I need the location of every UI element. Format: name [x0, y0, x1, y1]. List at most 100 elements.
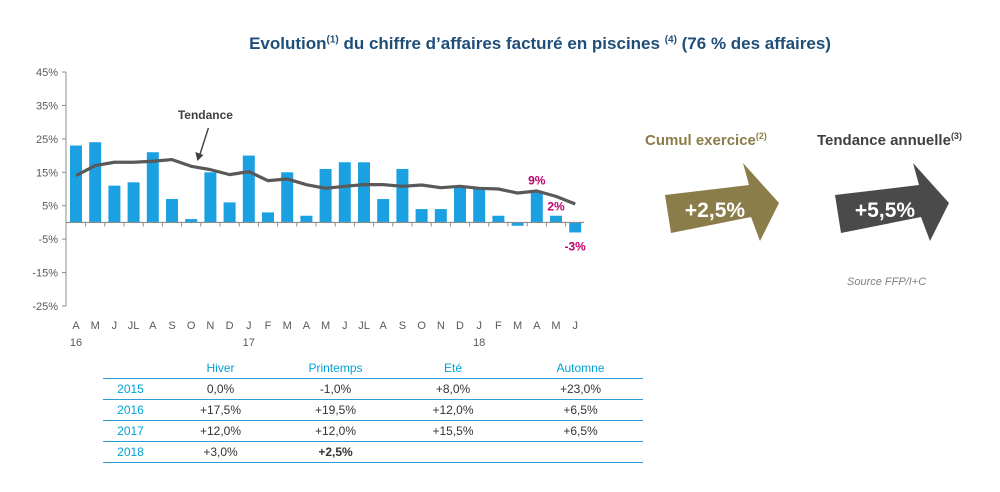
- bar: [262, 212, 274, 223]
- x-tick-label: S: [168, 320, 175, 332]
- bar: [166, 199, 178, 223]
- bar: [204, 172, 217, 223]
- cumul-exercice-label: Cumul exercice(2): [645, 131, 767, 149]
- x-tick-label: M: [91, 320, 100, 332]
- x-tick-label: D: [226, 320, 234, 332]
- x-tick-label: A: [303, 320, 311, 332]
- cell-printemps: +2,5%: [283, 441, 388, 463]
- tendance-annuelle-label: Tendance annuelle(3): [817, 131, 962, 149]
- bar: [550, 215, 562, 223]
- x-tick-label: A: [149, 320, 157, 332]
- source-note: Source FFP/I+C: [847, 276, 927, 288]
- cell-automne: [518, 441, 643, 463]
- cell-printemps: -1,0%: [283, 378, 388, 400]
- header-printemps: Printemps: [308, 361, 363, 375]
- bar: [300, 215, 313, 223]
- x-tick-label: JL: [358, 320, 370, 332]
- bar: [146, 152, 159, 223]
- bar: [89, 142, 102, 223]
- value-annotation: 2%: [547, 200, 565, 214]
- bar: [473, 189, 486, 223]
- cumul-arrow-icon: +2,5%: [665, 163, 779, 241]
- cell-printemps: +12,0%: [283, 420, 388, 442]
- y-tick-label: -15%: [32, 268, 58, 280]
- bar: [281, 172, 294, 223]
- cell-ete: +12,0%: [388, 399, 518, 421]
- bar: [377, 199, 390, 223]
- cell-ete: [388, 441, 518, 463]
- bar: [358, 162, 370, 223]
- y-tick-label: 25%: [36, 134, 58, 146]
- bar: [319, 168, 332, 223]
- table-row: 2015 0,0% -1,0% +8,0% +23,0%: [103, 378, 643, 400]
- x-tick-label: F: [265, 320, 272, 332]
- cell-hiver: 0,0%: [158, 378, 283, 400]
- bar: [185, 219, 198, 223]
- y-tick-label: -5%: [38, 234, 58, 246]
- tendance-value: +5,5%: [855, 199, 915, 222]
- x-tick-label: D: [456, 320, 464, 332]
- bar: [223, 202, 236, 223]
- value-annotation: 9%: [528, 173, 546, 187]
- row-year: 2016: [103, 399, 158, 421]
- y-tick-label: 35%: [36, 100, 58, 112]
- cell-hiver: +3,0%: [158, 441, 283, 463]
- x-tick-label: A: [380, 320, 388, 332]
- row-year: 2015: [103, 378, 158, 400]
- x-tick-label: N: [206, 320, 214, 332]
- x-tick-label: F: [495, 320, 502, 332]
- bar: [415, 209, 428, 223]
- cell-automne: +6,5%: [518, 420, 643, 442]
- bar: [569, 222, 582, 233]
- x-tick-label: M: [283, 320, 292, 332]
- table-row: 2016 +17,5% +19,5% +12,0% +6,5%: [103, 399, 643, 421]
- cell-hiver: +17,5%: [158, 399, 283, 421]
- x-tick-label: A: [533, 320, 541, 332]
- cell-hiver: +12,0%: [158, 420, 283, 442]
- bar: [108, 185, 121, 223]
- header-year: [103, 358, 158, 379]
- cell-automne: +6,5%: [518, 399, 643, 421]
- x-year-label: 17: [243, 337, 255, 349]
- table-row: 2017 +12,0% +12,0% +15,5% +6,5%: [103, 420, 643, 442]
- x-year-label: 18: [473, 337, 485, 349]
- header-ete: Eté: [443, 361, 462, 375]
- bar: [396, 168, 409, 223]
- bar: [338, 162, 351, 223]
- x-tick-label: O: [187, 320, 196, 332]
- x-tick-label: J: [572, 320, 578, 332]
- y-tick-label: 5%: [42, 201, 58, 213]
- tendance-annotation: Tendance: [178, 108, 233, 122]
- tendance-arrow-icon: +5,5%: [835, 163, 949, 241]
- cell-ete: +15,5%: [388, 420, 518, 442]
- cell-ete: +8,0%: [388, 378, 518, 400]
- bar-chart: -25%-15%-5%5%15%25%35%45%A M J JL A S O N D J F M A M…: [32, 67, 587, 349]
- x-tick-label: S: [399, 320, 406, 332]
- x-year-label: 16: [70, 337, 82, 349]
- x-tick-label: N: [437, 320, 445, 332]
- header-automne: Automne: [556, 361, 605, 375]
- y-tick-label: 15%: [36, 167, 58, 179]
- bar: [454, 185, 466, 223]
- tendance-pointer: [198, 127, 210, 157]
- x-tick-label: O: [417, 320, 426, 332]
- row-year: 2018: [103, 441, 158, 463]
- row-year: 2017: [103, 420, 158, 442]
- bar: [511, 222, 524, 226]
- x-tick-label: J: [112, 320, 118, 332]
- cumul-value: +2,5%: [685, 199, 745, 222]
- value-annotation: -3%: [565, 239, 587, 253]
- seasonal-table: Hiver Printemps Eté Automne 2015 0,0% -1…: [103, 358, 643, 463]
- cell-automne: +23,0%: [518, 378, 643, 400]
- y-tick-label: -25%: [32, 301, 58, 313]
- chart-title: Evolution(1) du chiffre d’affaires factu…: [249, 34, 831, 53]
- bar: [492, 215, 505, 223]
- x-tick-label: JL: [128, 320, 140, 332]
- x-tick-label: M: [513, 320, 522, 332]
- header-hiver: Hiver: [206, 361, 235, 375]
- x-tick-label: J: [476, 320, 482, 332]
- bar: [127, 182, 140, 223]
- table-header-row: Hiver Printemps Eté Automne: [103, 358, 643, 379]
- x-tick-label: M: [551, 320, 560, 332]
- x-tick-label: J: [246, 320, 252, 332]
